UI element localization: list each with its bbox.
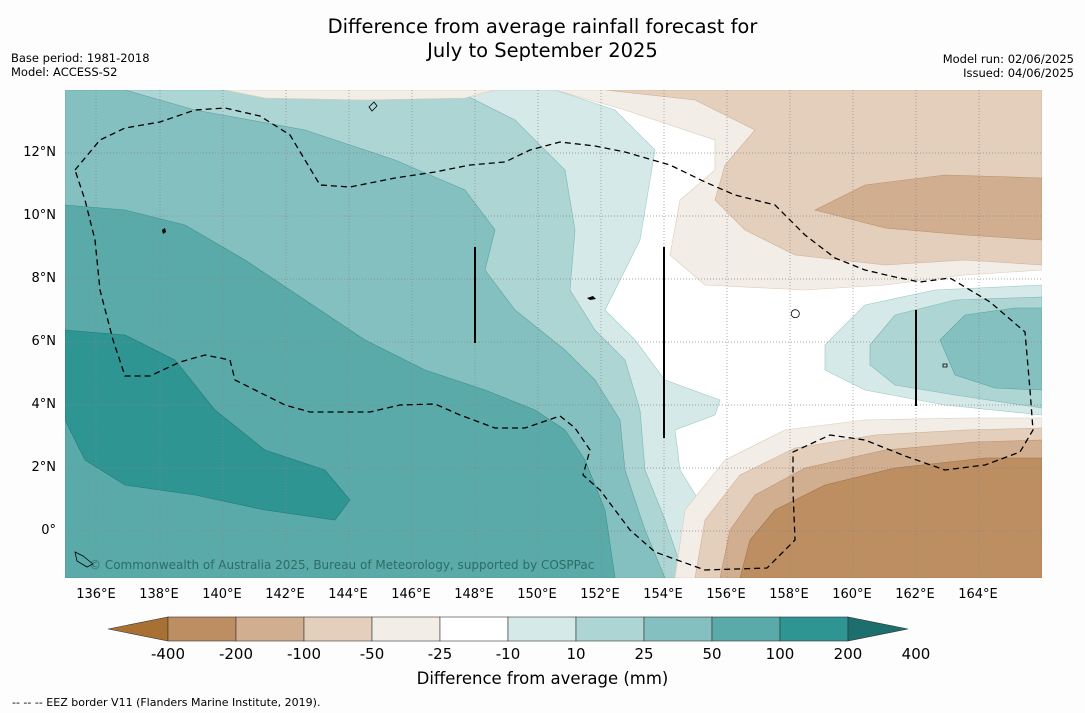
longitude-tick-label: 138°E [139, 587, 179, 602]
latitude-tick-label: 8°N [31, 271, 57, 286]
colorbar-tick-label: -100 [286, 645, 322, 663]
island-outline [790, 309, 800, 319]
colorbar-tick-label: -200 [218, 645, 254, 663]
colorbar-tick-label: 200 [833, 645, 863, 663]
graticule [65, 90, 1042, 578]
island-outline [587, 296, 596, 300]
island-outline [942, 363, 948, 368]
longitude-tick-label: 136°E [76, 587, 116, 602]
colorbar-tick-label: 400 [901, 645, 931, 663]
issued-text: Issued: 04/06/2025 [963, 66, 1074, 80]
longitude-tick-label: 142°E [265, 587, 305, 602]
colorbar-tick-label: -25 [427, 645, 453, 663]
colorbar-extend-high [847, 616, 909, 642]
zone-wet-200-400 [65, 329, 351, 521]
colorbar-segment [303, 616, 373, 642]
colorbar-tick-label: 50 [702, 645, 722, 663]
longitude-tick-label: 160°E [832, 587, 872, 602]
colorbar-segment [779, 616, 849, 642]
colorbar-segment [711, 616, 781, 642]
latitude-tick-label: 6°N [31, 334, 57, 349]
map-title-line2: July to September 2025 [427, 39, 658, 62]
colorbar-tick-label: 10 [566, 645, 586, 663]
colorbar-tick-label: -50 [359, 645, 385, 663]
zone-dry-northwest-strip [224, 90, 496, 101]
map-title-line1: Difference from average rainfall forecas… [327, 15, 758, 38]
colorbar-segment [643, 616, 713, 642]
latitude-tick-label: 4°N [31, 397, 57, 412]
model-text: Model: ACCESS-S2 [11, 65, 118, 79]
eez-border-west [74, 107, 1034, 571]
copyright-text: © Commonwealth of Australia 2025, Bureau… [89, 558, 595, 572]
colorbar-tick-label: 25 [634, 645, 654, 663]
colorbar-extend-low [108, 616, 169, 642]
longitude-tick-label: 144°E [328, 587, 368, 602]
eez-footer-note: -- -- -- EEZ border V11 (Flanders Marine… [12, 696, 321, 709]
colorbar-segment [167, 616, 237, 642]
longitude-tick-label: 154°E [643, 587, 683, 602]
longitude-tick-label: 156°E [706, 587, 746, 602]
latitude-tick-label: 2°N [31, 460, 57, 475]
rainfall-map [65, 90, 1042, 578]
base-period-text: Base period: 1981-2018 [11, 51, 150, 65]
zone-east-wet-50-100 [939, 307, 1042, 391]
model-run-text: Model run: 02/06/2025 [942, 52, 1074, 66]
latitude-tick-label: 10°N [23, 208, 56, 223]
latitude-tick-label: 12°N [23, 145, 56, 160]
colorbar-segment [507, 616, 577, 642]
zone-dry-100-200-south [739, 457, 1042, 578]
colorbar-segment [235, 616, 305, 642]
colorbar-tick-label: -10 [495, 645, 521, 663]
colorbar-tick-label: 100 [765, 645, 795, 663]
island-outline [74, 551, 94, 568]
zone-dry-50-100-north [814, 174, 1042, 241]
colorbar-tick-label: -400 [150, 645, 186, 663]
colorbar-title: Difference from average (mm) [416, 669, 669, 688]
longitude-tick-label: 152°E [580, 587, 620, 602]
colorbar-segment [371, 616, 441, 642]
longitude-tick-label: 158°E [769, 587, 809, 602]
longitude-tick-label: 162°E [895, 587, 935, 602]
island-outline [368, 101, 378, 112]
colorbar-segment [439, 616, 509, 642]
longitude-tick-label: 148°E [454, 587, 494, 602]
colorbar-segment [575, 616, 645, 642]
longitude-tick-label: 140°E [202, 587, 242, 602]
longitude-tick-label: 146°E [391, 587, 431, 602]
longitude-tick-label: 164°E [958, 587, 998, 602]
colorbar [108, 616, 909, 642]
island-outline [162, 228, 166, 234]
latitude-tick-label: 0° [41, 523, 56, 538]
longitude-tick-label: 150°E [517, 587, 557, 602]
